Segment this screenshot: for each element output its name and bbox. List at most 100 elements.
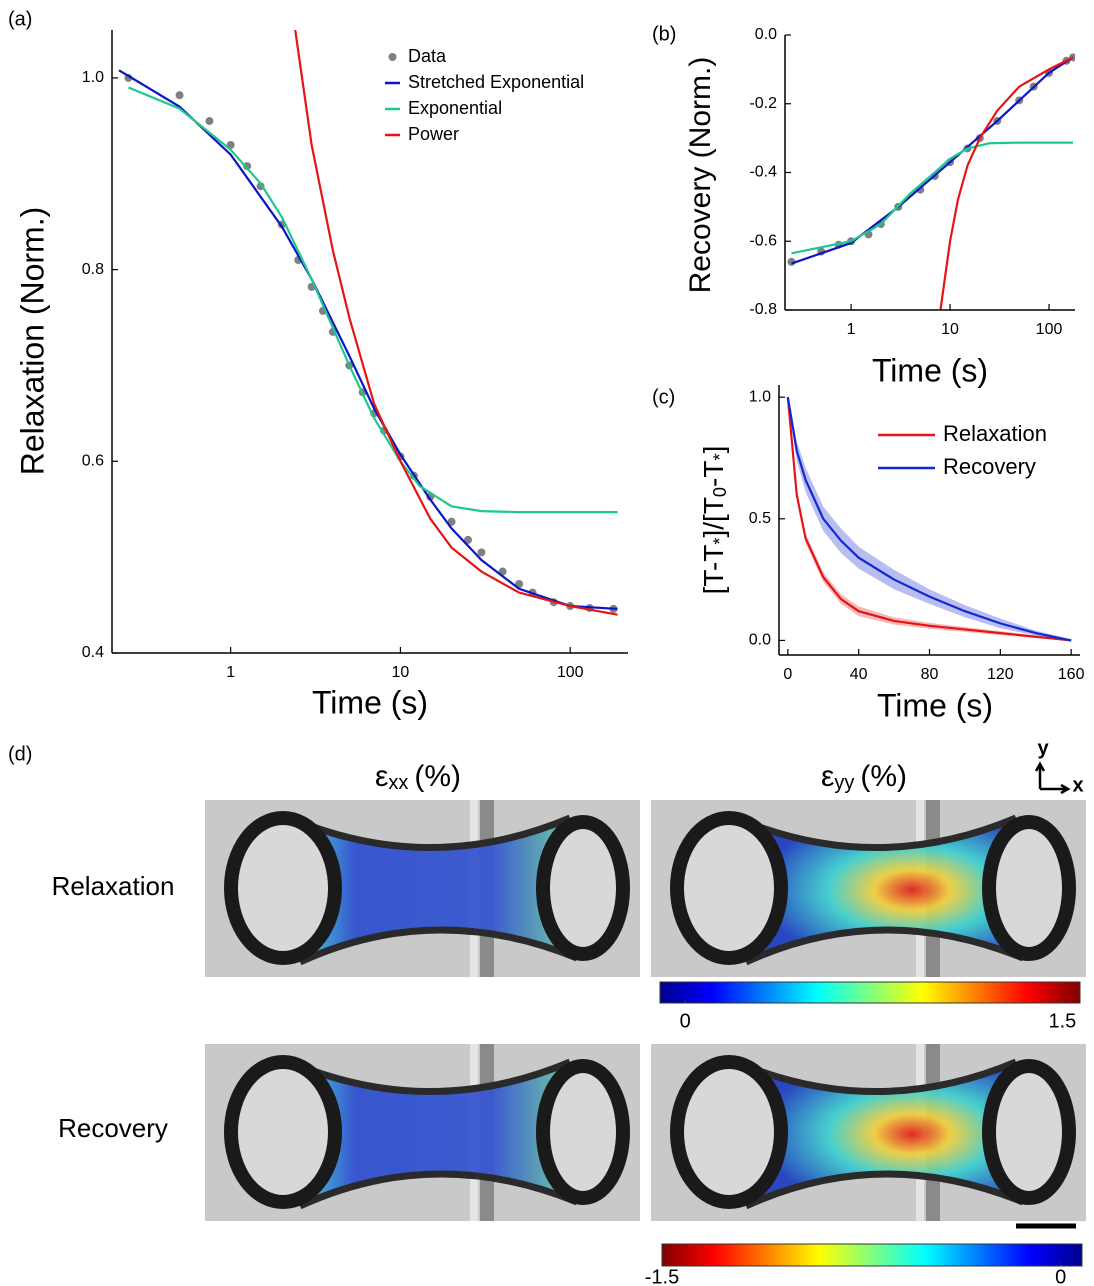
fit-line — [294, 30, 618, 616]
axis-indicator-y: y — [1037, 737, 1049, 759]
y-tick-label: 0.0 — [749, 632, 771, 649]
x-tick-label: 0 — [783, 666, 792, 683]
post-right — [536, 1059, 630, 1205]
post-left — [224, 811, 342, 965]
panel-label: (a) — [8, 8, 32, 30]
x-tick-label: 120 — [987, 666, 1014, 683]
tissue-strain — [300, 818, 577, 962]
y-tick-label: -0.6 — [749, 232, 777, 249]
legend-marker — [388, 53, 397, 61]
fit-line — [791, 141, 1074, 255]
y-axis-label-part: ] — [698, 446, 729, 454]
data-point — [447, 517, 456, 526]
y-axis-label: Relaxation (Norm.) — [14, 207, 50, 476]
fit-line — [791, 56, 1074, 265]
title-symbol: ε — [821, 760, 834, 793]
x-tick-label: 1 — [226, 664, 235, 681]
post-right — [982, 815, 1076, 961]
y-tick-label: 0.6 — [82, 453, 104, 470]
post-left — [670, 1055, 788, 1209]
legend-label: Stretched Exponential — [408, 72, 584, 92]
y-tick-label: 0.4 — [82, 644, 104, 661]
fit-line — [786, 397, 1072, 642]
strain-map — [651, 800, 1086, 977]
tissue-strain — [746, 818, 1023, 962]
post-right — [982, 1059, 1076, 1205]
tissue-edge — [744, 814, 1025, 966]
legend-label: Exponential — [408, 98, 502, 118]
panel-label: (c) — [652, 386, 675, 408]
colorbar-tick-label: 0 — [1055, 1266, 1066, 1286]
y-tick-label: 0.0 — [755, 26, 777, 43]
fit-line — [118, 69, 618, 611]
data-point — [243, 162, 252, 171]
x-tick-label: 80 — [921, 666, 939, 683]
post-left — [670, 811, 788, 965]
x-axis-label: Time (s) — [872, 352, 988, 388]
axis-indicator-x: x — [1072, 774, 1083, 796]
colorbar — [659, 981, 1081, 1004]
y-tick-label: -0.2 — [749, 95, 777, 112]
title-subscript: yy — [834, 772, 854, 794]
legend-label: Data — [408, 46, 447, 66]
data-point — [477, 548, 486, 557]
title-symbol: ε — [375, 760, 388, 793]
column-title: εyy (%) — [821, 760, 907, 794]
post-right — [536, 815, 630, 961]
title-unit: (%) — [860, 760, 907, 793]
fit-line — [128, 86, 618, 514]
plot-area — [118, 30, 618, 616]
y-axis-label-part: -T — [698, 461, 729, 487]
plot-area — [786, 394, 1072, 642]
strain-map — [205, 800, 640, 977]
x-tick-label: 1 — [847, 321, 856, 338]
row-label: Recovery — [58, 1113, 168, 1143]
y-axis-label-part: 0 — [710, 487, 730, 497]
row-label: Relaxation — [52, 871, 175, 901]
x-axis-label: Time (s) — [312, 684, 428, 720]
x-tick-label: 100 — [1036, 321, 1063, 338]
error-band — [787, 394, 1072, 642]
tissue-edge — [298, 1058, 579, 1210]
data-point — [463, 535, 472, 544]
strain-map — [651, 1044, 1086, 1221]
tissue-edge — [744, 1058, 1025, 1210]
legend-label: Relaxation — [943, 421, 1047, 446]
column-title: εxx (%) — [375, 760, 461, 794]
plot-area — [787, 53, 1075, 310]
colorbar-tick-label: 1.5 — [1048, 1010, 1076, 1032]
x-tick-label: 160 — [1058, 666, 1085, 683]
y-axis-label-part: ]/[T — [698, 497, 729, 537]
x-tick-label: 10 — [392, 664, 410, 681]
x-axis-label: Time (s) — [877, 687, 993, 723]
y-axis-label-part: * — [710, 538, 730, 545]
tissue-edge — [298, 814, 579, 966]
x-tick-label: 10 — [941, 321, 959, 338]
legend-label: Recovery — [943, 454, 1036, 479]
y-axis-label-part: [T-T — [698, 545, 729, 595]
panel-label: (d) — [8, 743, 32, 765]
title-unit: (%) — [414, 760, 461, 793]
y-tick-label: 0.8 — [82, 261, 104, 278]
legend-label: Power — [408, 124, 459, 144]
post-left — [224, 1055, 342, 1209]
colorbar — [661, 1243, 1083, 1267]
title-subscript: xx — [388, 772, 408, 794]
colorbar-tick-label: -1.5 — [645, 1266, 679, 1286]
y-tick-label: -0.4 — [749, 164, 777, 181]
data-point — [205, 117, 214, 126]
strain-map — [205, 1044, 640, 1221]
x-tick-label: 40 — [850, 666, 868, 683]
panel-label: (b) — [652, 23, 676, 45]
data-point — [175, 91, 184, 100]
axis-indicator-arrow — [1034, 761, 1071, 795]
y-axis-label: Recovery (Norm.) — [684, 57, 717, 294]
tissue-strain — [300, 1062, 577, 1206]
y-tick-label: -0.8 — [749, 301, 777, 318]
y-tick-label: 1.0 — [749, 388, 771, 405]
x-tick-label: 100 — [557, 664, 584, 681]
colorbar-tick-label: 0 — [680, 1010, 691, 1032]
y-axis-label-part: * — [710, 453, 730, 460]
y-tick-label: 1.0 — [82, 69, 104, 86]
